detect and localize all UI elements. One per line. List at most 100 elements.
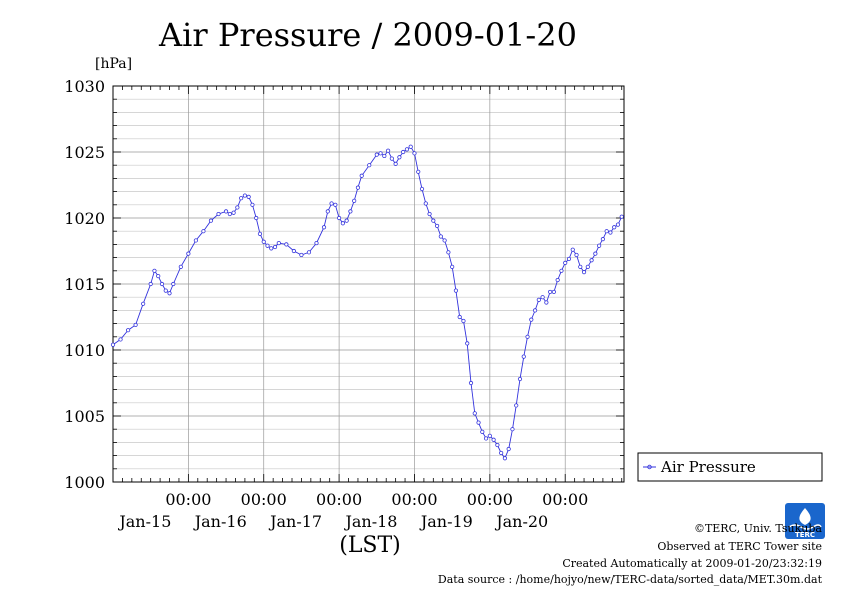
data-point (276, 240, 281, 246)
data-point (597, 243, 602, 248)
x-tick-date: Jan-16 (193, 512, 247, 531)
data-point (619, 214, 624, 219)
y-tick-label: 1030 (64, 77, 105, 96)
data-point (254, 215, 259, 221)
data-point (235, 205, 240, 210)
data-point (555, 277, 560, 283)
data-point (299, 252, 304, 258)
x-axis: 00:00 Jan-15 00:00 Jan-16 00:00 Jan-17 00:00 Ja… (112, 86, 623, 531)
data-point (465, 341, 470, 346)
data-point (434, 223, 440, 229)
data-point (306, 250, 312, 255)
data-point (525, 334, 530, 339)
y-axis-unit: [hPa] (95, 56, 132, 72)
footer-copyright: ©TERC, Univ. Tsukuba (694, 522, 822, 535)
data-point (581, 270, 587, 275)
logo-drop-icon (799, 508, 811, 525)
legend-box (637, 452, 823, 482)
data-point (551, 289, 557, 295)
data-point (566, 256, 572, 262)
x-tick-time: 00:00 (165, 490, 211, 509)
data-point (152, 268, 157, 273)
data-point (506, 446, 511, 452)
data-point (333, 202, 338, 207)
data-point (419, 186, 425, 192)
data-point (284, 242, 289, 247)
logo-wave-icon (788, 524, 822, 530)
y-tick-label: 1025 (64, 143, 105, 162)
terc-logo: TERC (785, 503, 825, 539)
data-point (178, 264, 183, 269)
x-tick-date: Jan-17 (268, 512, 322, 531)
data-point (529, 317, 534, 322)
data-point (374, 152, 379, 157)
data-point (167, 291, 172, 296)
data-point (344, 218, 349, 223)
data-point (348, 209, 353, 214)
data-point (540, 295, 545, 300)
data-point (472, 411, 477, 416)
data-point (193, 238, 199, 243)
y-axis: 1000 1005 1010 1015 1020 1025 1030 (64, 77, 624, 492)
y-tick-label: 1005 (64, 407, 105, 426)
data-point (514, 403, 519, 408)
data-point (585, 264, 590, 269)
data-point (257, 231, 263, 236)
data-point (502, 456, 508, 461)
data-point (495, 442, 500, 448)
data-point (446, 250, 451, 255)
data-point (148, 281, 153, 287)
data-point (239, 196, 244, 201)
data-point (156, 273, 161, 279)
data-point (325, 209, 330, 214)
data-point (442, 238, 447, 243)
data-point (589, 258, 594, 263)
data-point (201, 229, 206, 234)
chart-title: Air Pressure / 2009-01-20 (158, 16, 577, 54)
x-tick-date: Jan-15 (117, 512, 171, 531)
footer-created: Created Automatically at 2009-01-20/23:3… (562, 557, 822, 570)
footer-observed: Observed at TERC Tower site (657, 540, 822, 553)
data-point (141, 301, 146, 306)
data-point (408, 144, 413, 149)
data-point (416, 169, 421, 174)
x-tick-time: 00:00 (542, 490, 588, 509)
data-point (159, 281, 165, 287)
x-axis-label: (LST) (339, 533, 401, 558)
data-point (423, 201, 428, 206)
data-point (427, 211, 432, 217)
data-point (291, 248, 296, 254)
data-point (321, 225, 327, 230)
data-point (532, 308, 538, 313)
data-point (563, 260, 568, 265)
logo-text: TERC (795, 531, 815, 539)
data-point (578, 264, 583, 269)
data-point (612, 225, 617, 230)
data-point (261, 239, 266, 244)
data-point (401, 149, 406, 155)
legend: Air Pressure (637, 452, 823, 482)
data-point (476, 420, 481, 425)
data-point (480, 429, 485, 434)
data-point (216, 211, 221, 217)
data-point (246, 194, 251, 199)
data-point (574, 252, 579, 258)
data-point (227, 211, 232, 217)
x-tick-date: Jan-19 (419, 512, 473, 531)
data-point (397, 155, 402, 160)
data-point (208, 218, 214, 223)
data-point (242, 193, 247, 198)
data-point (521, 354, 526, 359)
data-point (378, 151, 383, 156)
data-point (499, 450, 504, 456)
data-point (163, 288, 168, 293)
data-point (265, 243, 270, 248)
data-point (468, 380, 474, 386)
data-point (125, 328, 131, 333)
data-point (382, 153, 387, 159)
y-tick-label: 1015 (64, 275, 105, 294)
data-point (352, 198, 357, 203)
x-tick-time: 00:00 (241, 490, 287, 509)
data-point (517, 376, 523, 382)
